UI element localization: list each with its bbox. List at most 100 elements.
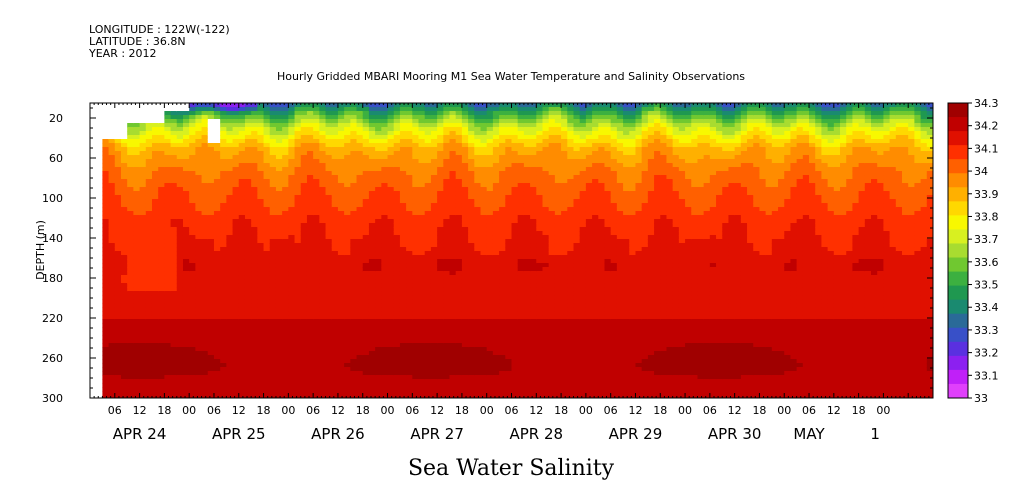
heatmap-cell [232,343,240,348]
heatmap-cell [486,155,494,160]
heatmap-cell [449,175,457,180]
heatmap-cell [350,215,358,220]
heatmap-cell [282,163,289,168]
heatmap-cell [449,287,457,292]
heatmap-cell [96,303,103,308]
heatmap-cell [288,271,296,276]
heatmap-cell [362,279,370,284]
heatmap-cell [90,155,97,160]
heatmap-cell [313,247,320,252]
heatmap-cell [251,279,258,284]
heatmap-cell [437,275,444,280]
heatmap-cell [486,371,494,376]
heatmap-cell [213,179,221,184]
heatmap-cell [375,263,382,268]
heatmap-cell [114,247,122,252]
heatmap-cell [412,115,420,120]
heatmap-cell [238,323,246,328]
heatmap-cell [449,299,457,304]
heatmap-cell [319,191,327,196]
heatmap-cell [213,123,221,128]
heatmap-cell [313,387,320,392]
heatmap-cell [164,179,172,184]
heatmap-cell [269,155,277,160]
heatmap-cell [226,363,234,368]
heatmap-cell [486,119,494,124]
heatmap-cell [350,327,358,332]
heatmap-cell [399,263,407,268]
heatmap-cell [269,163,277,168]
heatmap-cell [294,195,302,200]
heatmap-cell [356,315,364,320]
heatmap-cell [368,243,376,248]
heatmap-cell [331,343,339,348]
heatmap-cell [424,227,432,232]
heatmap-cell [430,255,438,260]
heatmap-cell [269,275,277,280]
heatmap-cell [468,231,475,236]
heatmap-cell [437,287,444,292]
heatmap-cell [133,387,141,392]
heatmap-cell [263,355,271,360]
heatmap-cell [176,171,184,176]
heatmap-cell [325,247,333,252]
heatmap-cell [195,319,203,324]
heatmap-cell [176,123,184,128]
heatmap-cell [275,347,283,352]
heatmap-cell [127,323,134,328]
heatmap-cell [381,231,389,236]
heatmap-cell [158,355,165,360]
heatmap-cell [356,147,364,152]
heatmap-cell [120,127,128,132]
heatmap-cell [331,311,339,316]
heatmap-cell [325,135,333,140]
heatmap-cell [418,135,426,140]
heatmap-cell [424,291,432,296]
heatmap-cell [251,107,258,112]
heatmap-cell [406,163,413,168]
heatmap-cell [182,195,190,200]
heatmap-cell [133,211,141,216]
heatmap-cell [418,223,426,228]
heatmap-cell [182,251,190,256]
heatmap-cell [189,183,196,188]
heatmap-cell [102,163,110,168]
heatmap-cell [238,259,246,264]
heatmap-cell [251,235,258,240]
heatmap-cell [319,331,327,336]
heatmap-cell [139,387,147,392]
heatmap-cell [201,363,209,368]
heatmap-cell [455,311,463,316]
heatmap-cell [368,103,376,108]
heatmap-cell [282,299,289,304]
heatmap-cell [120,299,128,304]
heatmap-cell [368,331,376,336]
heatmap-cell [127,387,134,392]
heatmap-cell [90,275,97,280]
heatmap-cell [263,255,271,260]
heatmap-cell [96,131,103,136]
heatmap-cell [263,303,271,308]
heatmap-cell [306,179,314,184]
heatmap-cell [189,219,196,224]
heatmap-cell [356,335,364,340]
heatmap-cell [114,163,122,168]
heatmap-cell [182,371,190,376]
heatmap-cell [201,235,209,240]
heatmap-cell [158,267,165,272]
heatmap-cell [189,235,196,240]
heatmap-cell [505,175,513,180]
heatmap-cell [96,151,103,156]
heatmap-cell [114,123,122,128]
heatmap-cell [207,295,215,300]
heatmap-cell [114,179,122,184]
heatmap-cell [300,311,308,316]
heatmap-cell [455,139,463,144]
heatmap-cell [387,243,395,248]
heatmap-cell [102,335,110,340]
heatmap-cell [294,347,302,352]
heatmap-cell [344,223,351,228]
heatmap-cell [412,267,420,272]
heatmap-cell [406,291,413,296]
heatmap-cell [399,235,407,240]
